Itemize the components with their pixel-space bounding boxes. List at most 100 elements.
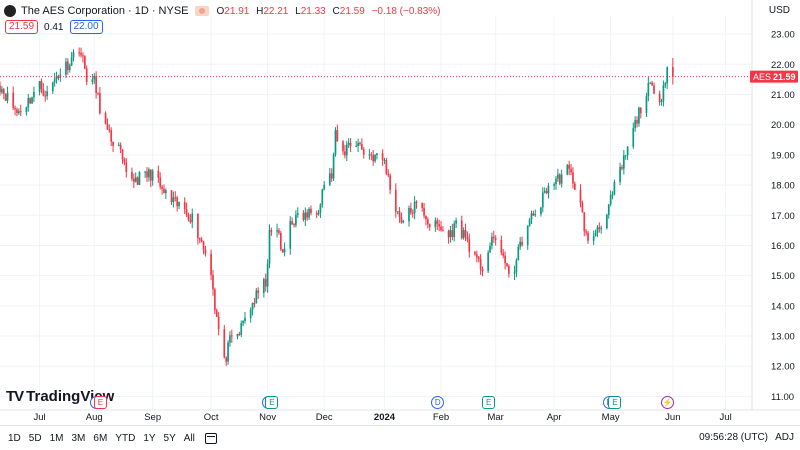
split-marker-icon[interactable]: ⚡ (661, 396, 675, 409)
candle-body (621, 167, 623, 169)
earnings-marker-icon[interactable]: E (482, 396, 496, 409)
close-key: C (332, 5, 340, 17)
x-tick-label: Mar (487, 412, 503, 423)
candle-body (14, 107, 16, 110)
candle-body (106, 124, 109, 130)
calendar-icon[interactable] (204, 432, 217, 444)
candle-body (1, 89, 3, 93)
candle-body (508, 265, 510, 274)
candle-body (170, 190, 173, 203)
candle-body (359, 142, 361, 145)
candle-body (408, 208, 410, 222)
candle-body (253, 302, 256, 304)
timeframe-3m[interactable]: 3M (71, 432, 86, 444)
candle-body (57, 76, 60, 78)
timeframe-6m[interactable]: 6M (93, 432, 108, 444)
candle-body (455, 220, 457, 224)
sell-button[interactable]: 21.59 (5, 20, 39, 34)
candle-body (225, 357, 228, 362)
candle-body (383, 160, 386, 162)
market-status-icon[interactable] (194, 6, 209, 16)
candle-body (281, 249, 284, 253)
candle-body (613, 181, 616, 195)
candle-body (198, 238, 201, 240)
candle-body (215, 310, 218, 317)
timeframe-5y[interactable]: 5Y (163, 432, 176, 444)
timeframe-5d[interactable]: 5D (28, 432, 42, 444)
candle-body (93, 76, 96, 80)
bottom-toolbar: 1D 5D 1M 3M 6M YTD 1Y 5Y All 09:56:28 (U… (0, 425, 800, 450)
adjustment-toggle[interactable]: ADJ (775, 432, 794, 443)
open-key: O (216, 5, 225, 17)
candle-body (229, 335, 231, 343)
candle-body (91, 79, 94, 82)
earnings-marker-icon[interactable]: E (608, 396, 622, 409)
candle-body (592, 236, 595, 241)
y-tick-label: 23.00 (771, 30, 795, 41)
symbol-title[interactable]: The AES Corporation · 1D · NYSE (21, 5, 189, 17)
earnings-marker-icon[interactable]: E (265, 396, 279, 409)
candle-body (519, 241, 522, 247)
x-tick-label: Dec (316, 412, 333, 423)
timeframe-1m[interactable]: 1M (49, 432, 64, 444)
chart-header: The AES Corporation · 1D · NYSE O21.91 H… (4, 3, 445, 19)
candle-body (117, 144, 120, 146)
x-tick-label: May (602, 412, 620, 423)
candle-body (251, 302, 254, 310)
candle-body (500, 239, 503, 253)
ohlc-legend: O21.91 H22.21 L21.33 C21.59 −0.18 (−0.83… (217, 6, 445, 17)
candle-body (183, 201, 186, 210)
y-tick-label: 17.00 (771, 211, 795, 222)
candle-body (541, 192, 544, 208)
candle-body (83, 56, 86, 69)
candle-body (276, 230, 278, 232)
candle-body (370, 154, 373, 156)
candle-body (447, 230, 450, 238)
candle-body (178, 201, 180, 207)
candle-body (532, 213, 535, 216)
candle-body (475, 254, 478, 258)
candle-body (31, 97, 33, 104)
candle-body (44, 95, 47, 97)
y-tick-label: 11.00 (771, 392, 794, 403)
timeframe-1d[interactable]: 1D (8, 432, 21, 444)
company-logo-icon (4, 5, 16, 17)
dividend-marker-icon[interactable]: D (431, 396, 445, 409)
candle-body (583, 212, 586, 232)
candle-body (149, 169, 152, 181)
candle-body (400, 216, 403, 223)
earnings-marker-icon[interactable]: E (93, 396, 107, 409)
candle-body (125, 162, 128, 172)
clock[interactable]: 09:56:28 (UTC) (699, 432, 768, 443)
candle-body (163, 188, 165, 193)
currency-selector[interactable]: USD (768, 5, 790, 16)
timeframe-1y[interactable]: 1Y (143, 432, 156, 444)
candle-body (165, 190, 167, 193)
timeframe-all[interactable]: All (183, 432, 195, 444)
candle-body (428, 223, 431, 227)
candle-body (249, 309, 252, 318)
timeframe-ytd[interactable]: YTD (115, 432, 136, 444)
candle-body (609, 195, 612, 205)
candle-body (626, 146, 629, 156)
candle-body (543, 190, 546, 193)
candle-body (355, 145, 358, 147)
candle-body (263, 279, 265, 293)
candle-body (372, 155, 375, 162)
candle-body (17, 111, 20, 114)
candle-body (270, 230, 273, 232)
candle-body (451, 230, 454, 237)
candle-body (46, 91, 48, 97)
candle-body (80, 52, 82, 56)
low-key: L (295, 5, 301, 17)
candle-body (319, 204, 322, 213)
candle-body (212, 274, 214, 290)
candle-body (396, 211, 399, 213)
candle-body (381, 153, 384, 161)
candle-body (210, 253, 212, 275)
buy-button[interactable]: 22.00 (69, 20, 103, 34)
candle-body (413, 201, 416, 214)
candle-body (426, 219, 429, 224)
